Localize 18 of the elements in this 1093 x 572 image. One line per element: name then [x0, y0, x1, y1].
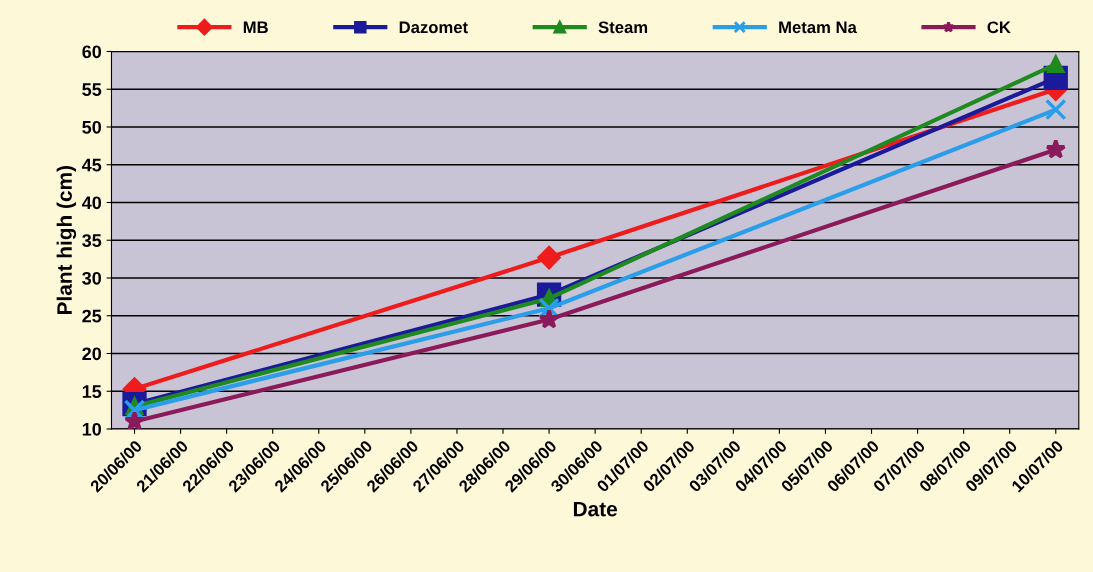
legend-label: Steam	[598, 21, 648, 34]
y-tick-label: 25	[82, 309, 102, 323]
y-tick-label: 45	[81, 158, 102, 172]
y-tick-label: 35	[82, 234, 102, 247]
y-tick-label: 50	[82, 120, 102, 134]
x-axis-title: Date	[573, 501, 618, 517]
legend-label: Metam Na	[779, 21, 857, 34]
y-tick-label: 55	[82, 83, 102, 96]
y-tick-label: 60	[82, 45, 102, 59]
y-axis-title: Plant high (cm)	[56, 166, 77, 315]
y-tick-label: 15	[82, 385, 102, 398]
y-tick-label: 40	[81, 196, 102, 210]
y-tick-label: 10	[82, 422, 102, 436]
y-tick-label: 20	[82, 347, 102, 361]
legend-label: MB	[243, 21, 268, 34]
legend-label: Dazomet	[399, 21, 468, 34]
y-tick-label: 30	[82, 271, 102, 285]
legend-label: CK	[987, 21, 1011, 34]
